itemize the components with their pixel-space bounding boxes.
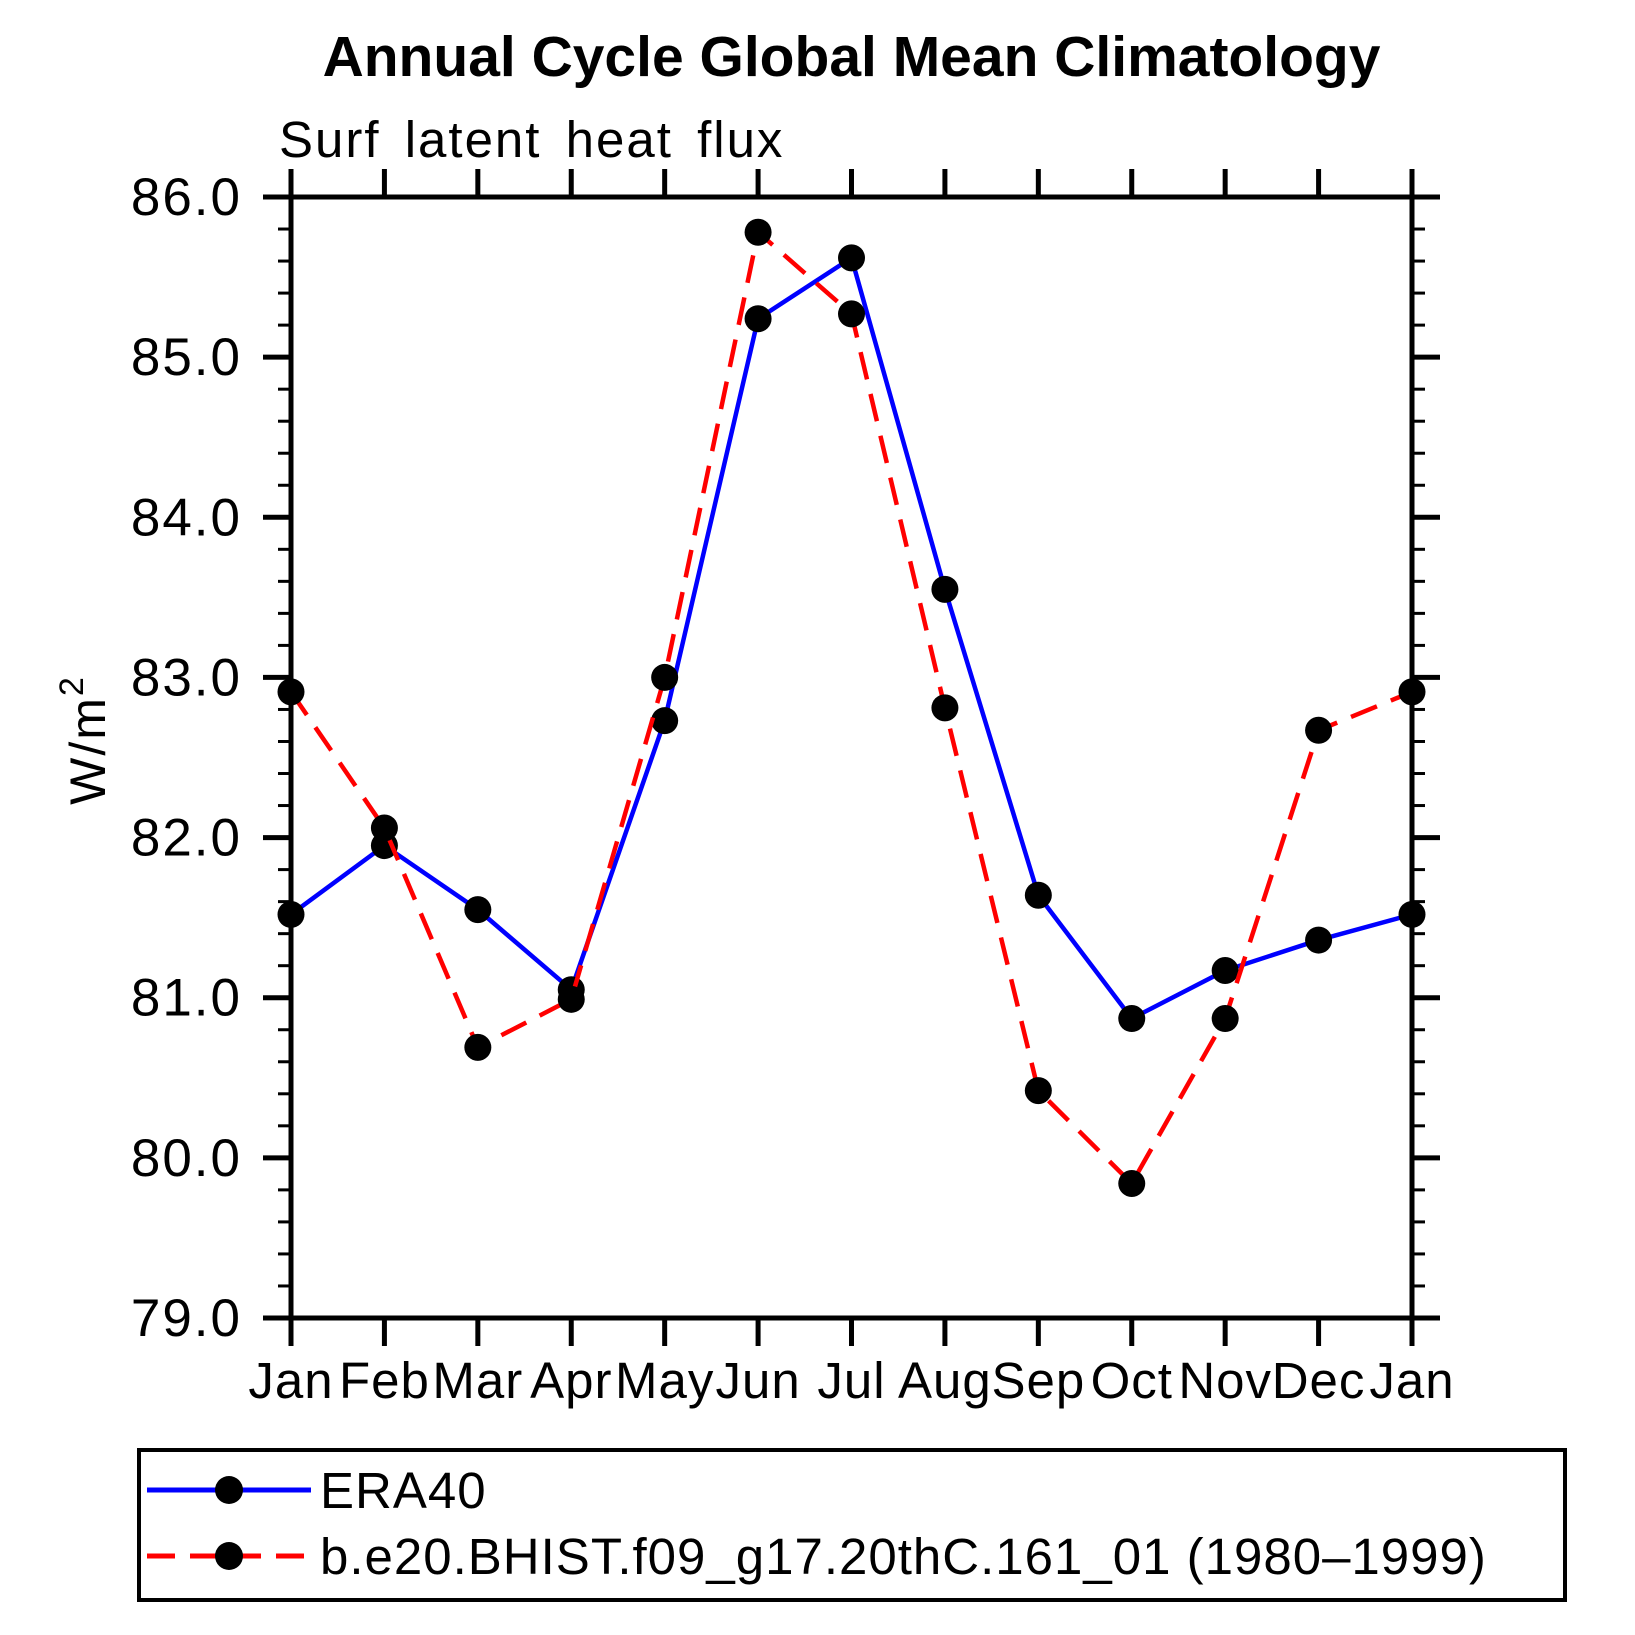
model-point-marker <box>838 300 865 328</box>
x-tick-label: Jan <box>1369 1352 1454 1409</box>
era40-point-marker <box>838 244 865 272</box>
x-tick-label: Nov <box>1178 1352 1272 1409</box>
era40-point-marker <box>1305 926 1333 954</box>
y-tick-label: 84.0 <box>131 488 242 547</box>
model-point-marker <box>464 1033 492 1061</box>
model-point-marker <box>277 678 305 706</box>
plot-frame <box>288 194 1415 1321</box>
era40-point-marker <box>1024 881 1052 909</box>
era40-point-marker <box>1398 900 1426 928</box>
era40-point-marker <box>1118 1005 1146 1033</box>
x-tick-label: Jan <box>248 1352 333 1409</box>
chart-subtitle: Surf latent heat flux <box>279 111 785 168</box>
y-tick-label: 83.0 <box>131 648 242 707</box>
legend-label-model: b.e20.BHIST.f09_g17.20thC.161_01 (1980–1… <box>320 1527 1487 1585</box>
model-point-marker <box>1211 1005 1239 1033</box>
x-tick-label: Apr <box>530 1352 612 1409</box>
era40-point-marker <box>1211 956 1239 984</box>
y-tick-label: 82.0 <box>131 809 242 868</box>
model-point-marker <box>931 694 959 722</box>
chart-title: Annual Cycle Global Mean Climatology <box>322 25 1381 89</box>
model-point-marker <box>1305 716 1333 744</box>
y-tick-label: 85.0 <box>131 328 242 387</box>
era40-point-marker <box>464 896 492 924</box>
y-tick-label: 81.0 <box>131 969 242 1028</box>
legend-sample-marker <box>215 1542 243 1570</box>
era40-line <box>289 255 1413 1021</box>
y-tick-label: 86.0 <box>131 168 242 227</box>
era40-point-marker <box>744 305 772 333</box>
model-point-marker <box>744 218 772 246</box>
x-tick-label: Sep <box>991 1352 1085 1409</box>
legend-item-era40: ERA40 <box>141 1457 1563 1523</box>
model-point-marker <box>557 985 585 1013</box>
legend-sample-marker <box>215 1476 243 1504</box>
model-point-marker <box>651 663 679 691</box>
x-tick-label: Jun <box>715 1352 800 1409</box>
era40-point-marker <box>651 707 679 735</box>
model-line <box>289 229 1413 1186</box>
x-tick-label: Jul <box>817 1352 885 1409</box>
x-tick-label: Aug <box>898 1352 992 1409</box>
model-point-marker <box>1118 1169 1146 1197</box>
era40-point-marker <box>931 575 959 603</box>
x-tick-label: Mar <box>432 1352 523 1409</box>
model-point-marker <box>1398 678 1426 706</box>
legend-item-model: b.e20.BHIST.f09_g17.20thC.161_01 (1980–1… <box>141 1523 1563 1589</box>
y-tick-label: 80.0 <box>131 1129 242 1188</box>
era40-point-marker <box>277 900 305 928</box>
legend-label-era40: ERA40 <box>320 1461 487 1519</box>
legend: ERA40 b.e20.BHIST.f09_g17.20thC.161_01 (… <box>137 1448 1567 1602</box>
y-tick-label: 79.0 <box>131 1289 242 1348</box>
model-line-sample <box>147 1542 311 1570</box>
era40-line-sample <box>147 1476 311 1504</box>
model-point-marker <box>370 814 398 842</box>
x-tick-label: Oct <box>1091 1352 1173 1409</box>
model-point-marker <box>1024 1077 1052 1105</box>
x-tick-label: Dec <box>1272 1352 1366 1409</box>
x-tick-label: Feb <box>339 1352 430 1409</box>
x-tick-label: May <box>615 1352 714 1409</box>
